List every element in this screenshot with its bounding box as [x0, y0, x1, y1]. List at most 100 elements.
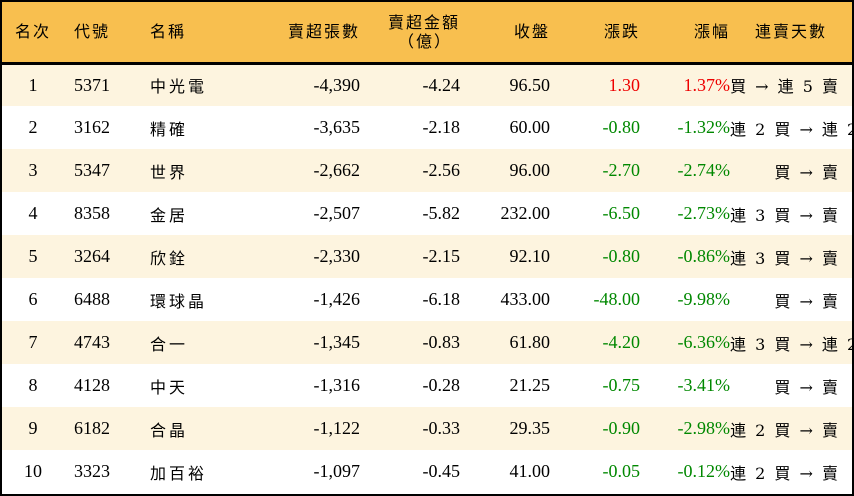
- cell-net-sell-amount: -2.15: [422, 246, 461, 266]
- cell-streak: 買 → 賣: [774, 377, 840, 397]
- table-row: 4 8358 金居 -2,507 -5.82 232.00 -6.50 -2.7…: [2, 192, 852, 235]
- cell-name: 合晶: [150, 420, 189, 440]
- cell-code: 5371: [74, 74, 110, 95]
- cell-change: -48.00: [593, 289, 641, 309]
- cell-close: 433.00: [500, 289, 551, 309]
- cell-rank: 5: [28, 246, 38, 266]
- cell-code: 4743: [74, 332, 110, 352]
- header-code: 代號: [74, 22, 111, 42]
- cell-streak: 連 2 買 → 連 2 賣: [730, 119, 854, 139]
- table-row: 1 5371 中光電 -4,390 -4.24 96.50 1.30 1.37%…: [2, 63, 852, 106]
- cell-change: -0.80: [602, 246, 641, 266]
- cell-rank: 6: [28, 289, 38, 309]
- cell-close: 61.80: [509, 332, 551, 352]
- table-row: 7 4743 合一 -1,345 -0.83 61.80 -4.20 -6.36…: [2, 321, 854, 364]
- header-close: 收盤: [513, 22, 550, 42]
- cell-net-sell-amount: -0.83: [422, 332, 461, 352]
- cell-name: 中天: [150, 377, 189, 397]
- cell-name: 環球晶: [150, 291, 208, 311]
- cell-rank: 1: [28, 74, 38, 95]
- cell-change: -2.70: [602, 160, 641, 180]
- header-rank: 名次: [14, 22, 51, 42]
- cell-net-sell-amount: -5.82: [422, 203, 461, 223]
- header-net-sell-amount-line1: 賣超金額: [387, 12, 460, 32]
- cell-close: 29.35: [509, 418, 551, 438]
- cell-rank: 2: [28, 117, 38, 137]
- cell-name: 合一: [150, 334, 189, 354]
- cell-streak: 買 → 賣: [774, 291, 840, 311]
- cell-name: 欣銓: [150, 248, 189, 268]
- cell-change: -0.80: [602, 117, 641, 137]
- cell-net-sell-amount: -6.18: [422, 289, 461, 309]
- table-row: 10 3323 加百裕 -1,097 -0.45 41.00 -0.05 -0.…: [2, 450, 852, 493]
- table-header-row: 名次 代號 名稱 賣超張數 賣超金額 （億） 收盤 漲跌 漲幅 連賣天數: [2, 2, 852, 63]
- cell-change-pct: -0.12%: [677, 461, 731, 481]
- cell-net-sell-amount: -0.33: [422, 418, 461, 438]
- cell-net-sell-amount: -2.18: [422, 117, 461, 137]
- cell-code: 5347: [74, 160, 110, 180]
- cell-name: 中光電: [150, 77, 208, 97]
- cell-streak: 連 3 買 → 連 2 賣: [730, 334, 854, 354]
- cell-net-sell-volume: -1,426: [313, 289, 361, 309]
- cell-net-sell-volume: -2,330: [313, 246, 361, 266]
- table-row: 5 3264 欣銓 -2,330 -2.15 92.10 -0.80 -0.86…: [2, 235, 852, 278]
- cell-close: 96.50: [509, 74, 551, 95]
- cell-name: 加百裕: [150, 463, 208, 483]
- cell-streak: 連 3 買 → 賣: [730, 205, 840, 225]
- cell-net-sell-volume: -2,662: [313, 160, 361, 180]
- cell-code: 8358: [74, 203, 110, 223]
- header-net-sell-volume: 賣超張數: [287, 22, 360, 42]
- header-net-sell-amount-line2: （億）: [397, 31, 452, 51]
- cell-net-sell-amount: -0.28: [422, 375, 461, 395]
- cell-streak: 連 2 買 → 賣: [730, 420, 840, 440]
- cell-net-sell-amount: -0.45: [422, 461, 461, 481]
- header-change: 漲跌: [603, 22, 640, 42]
- cell-rank: 3: [28, 160, 38, 180]
- cell-change-pct: 1.37%: [683, 74, 731, 95]
- cell-net-sell-volume: -1,316: [313, 375, 361, 395]
- cell-close: 92.10: [509, 246, 551, 266]
- cell-code: 3162: [74, 117, 110, 137]
- cell-net-sell-volume: -4,390: [313, 74, 361, 95]
- cell-code: 4128: [74, 375, 110, 395]
- cell-streak: 連 2 買 → 賣: [730, 463, 840, 483]
- cell-change-pct: -2.98%: [677, 418, 731, 438]
- cell-change-pct: -9.98%: [677, 289, 731, 309]
- cell-code: 3264: [74, 246, 110, 266]
- cell-change: -0.05: [602, 461, 641, 481]
- cell-net-sell-volume: -1,097: [313, 461, 361, 481]
- cell-change: -0.75: [602, 375, 641, 395]
- cell-net-sell-amount: -2.56: [422, 160, 461, 180]
- header-name: 名稱: [150, 22, 187, 42]
- cell-rank: 8: [28, 375, 38, 395]
- cell-net-sell-volume: -1,345: [313, 332, 361, 352]
- cell-net-sell-volume: -2,507: [313, 203, 361, 223]
- cell-change-pct: -2.74%: [677, 160, 731, 180]
- cell-close: 96.00: [509, 160, 551, 180]
- cell-net-sell-volume: -3,635: [313, 117, 361, 137]
- cell-name: 世界: [150, 162, 189, 182]
- cell-close: 60.00: [509, 117, 551, 137]
- cell-code: 6182: [74, 418, 110, 438]
- cell-streak: 買 → 賣: [774, 162, 840, 182]
- table-row: 9 6182 合晶 -1,122 -0.33 29.35 -0.90 -2.98…: [2, 407, 852, 450]
- cell-net-sell-volume: -1,122: [313, 418, 361, 438]
- cell-change: 1.30: [608, 74, 641, 95]
- table-body: 1 5371 中光電 -4,390 -4.24 96.50 1.30 1.37%…: [2, 63, 854, 493]
- cell-change-pct: -2.73%: [677, 203, 731, 223]
- cell-code: 6488: [74, 289, 110, 309]
- cell-close: 41.00: [509, 461, 551, 481]
- cell-rank: 9: [28, 418, 38, 438]
- cell-name: 金居: [150, 205, 189, 225]
- cell-close: 232.00: [500, 203, 551, 223]
- header-streak: 連賣天數: [754, 22, 827, 42]
- cell-change: -4.20: [602, 332, 641, 352]
- header-net-sell-amount: 賣超金額 （億）: [360, 2, 460, 63]
- cell-streak: 買 → 連 5 賣: [730, 77, 840, 97]
- cell-change-pct: -1.32%: [677, 117, 731, 137]
- table-row: 3 5347 世界 -2,662 -2.56 96.00 -2.70 -2.74…: [2, 149, 852, 192]
- cell-change: -0.90: [602, 418, 641, 438]
- cell-change-pct: -6.36%: [677, 332, 731, 352]
